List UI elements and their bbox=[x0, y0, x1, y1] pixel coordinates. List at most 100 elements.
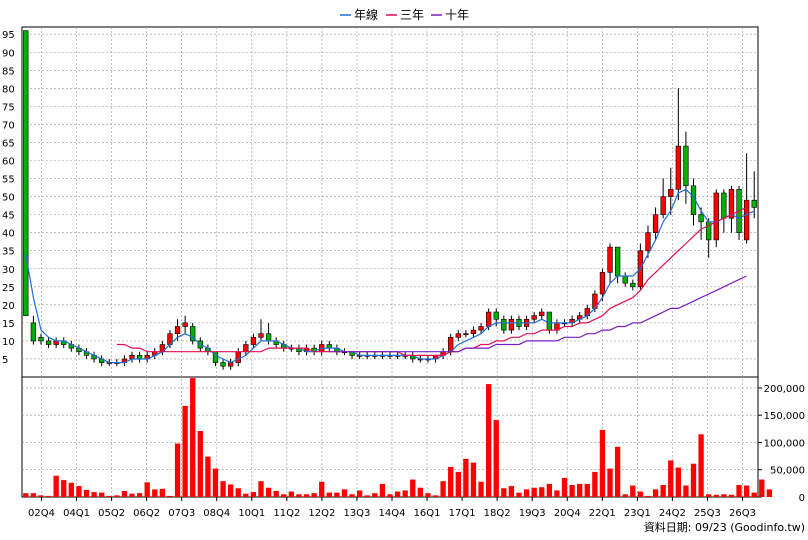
candle-body bbox=[258, 333, 264, 338]
candle-down bbox=[683, 131, 689, 204]
candle-down bbox=[45, 337, 52, 349]
price-tick-label: 35 bbox=[2, 247, 15, 258]
volume-bar bbox=[228, 484, 234, 497]
volume-bar bbox=[106, 495, 112, 497]
volume-bar bbox=[592, 471, 598, 497]
candle-down bbox=[61, 337, 67, 349]
volume-bar bbox=[607, 468, 613, 497]
candle-body bbox=[622, 275, 628, 284]
volume-bar bbox=[432, 495, 439, 497]
volume-bar bbox=[463, 458, 469, 497]
volume-axis: 0 50,000 100,000 150,000 200,000 bbox=[758, 384, 805, 504]
x-tick-label: 17Q1 bbox=[449, 508, 476, 519]
volume-bar bbox=[546, 483, 552, 497]
candle-up bbox=[554, 319, 560, 334]
candle-body bbox=[630, 282, 636, 288]
volume-bar bbox=[235, 488, 241, 497]
volume-bar bbox=[319, 481, 325, 497]
volume-bars bbox=[23, 378, 773, 497]
price-tick-label: 70 bbox=[2, 120, 15, 131]
volume-bar bbox=[766, 489, 773, 497]
x-tick-label: 23Q1 bbox=[624, 508, 651, 519]
volume-bar bbox=[470, 462, 477, 497]
candle-body bbox=[45, 340, 52, 345]
price-tick-label: 40 bbox=[2, 229, 15, 240]
volume-bar bbox=[159, 488, 166, 497]
candle-up bbox=[713, 189, 719, 248]
candle-down bbox=[326, 340, 332, 352]
candle-body bbox=[220, 362, 226, 367]
x-tick-label: 06Q2 bbox=[133, 508, 160, 519]
volume-tick-label: 100,000 bbox=[764, 438, 805, 449]
x-tick-label: 05Q2 bbox=[98, 508, 125, 519]
candle-body bbox=[713, 192, 719, 241]
volume-bar bbox=[698, 434, 704, 497]
volume-bar bbox=[478, 481, 484, 497]
candle-down bbox=[136, 351, 143, 363]
candle-down bbox=[751, 171, 757, 219]
x-tick-label: 12Q2 bbox=[308, 508, 335, 519]
volume-bar bbox=[577, 483, 583, 497]
price-axis: 5 10 15 20 25 30 35 40 45 50 55 60 65 70 75 80 85 90 95 bbox=[2, 30, 15, 366]
volume-bar bbox=[83, 489, 90, 497]
x-tick-label: 22Q1 bbox=[589, 508, 616, 519]
candle-body bbox=[660, 196, 666, 215]
candle-body bbox=[599, 272, 606, 295]
price-tick-label: 10 bbox=[2, 337, 15, 348]
volume-bar bbox=[326, 492, 332, 497]
volume-tick-label: 50,000 bbox=[770, 466, 805, 477]
price-tick-label: 85 bbox=[2, 66, 15, 77]
candle-up bbox=[250, 333, 257, 349]
volume-bar bbox=[660, 485, 666, 497]
volume-bar bbox=[417, 487, 424, 497]
volume-bar bbox=[281, 494, 287, 497]
candle-down bbox=[23, 30, 29, 316]
price-tick-label: 95 bbox=[2, 30, 15, 41]
volume-bar bbox=[652, 489, 659, 497]
candle-body bbox=[721, 192, 727, 219]
volume-bar bbox=[114, 495, 120, 497]
candle-body bbox=[493, 311, 499, 320]
candle-down bbox=[296, 344, 302, 356]
candle-up bbox=[652, 207, 659, 240]
candle-down bbox=[68, 340, 74, 352]
volume-bar bbox=[584, 483, 590, 497]
candle-body bbox=[607, 246, 613, 273]
candle-up bbox=[569, 315, 575, 327]
volume-bar bbox=[45, 495, 52, 497]
candle-down bbox=[690, 178, 697, 226]
volume-bar bbox=[523, 489, 530, 497]
volume-bar bbox=[144, 482, 150, 497]
volume-bar bbox=[349, 494, 355, 497]
candle-body bbox=[508, 318, 515, 331]
volume-bar bbox=[311, 493, 317, 497]
volume-bar bbox=[220, 481, 226, 497]
candle-down bbox=[30, 315, 37, 345]
candle-up bbox=[508, 315, 515, 334]
candle-body bbox=[683, 145, 689, 187]
x-tick-label: 19Q3 bbox=[519, 508, 546, 519]
candle-up bbox=[258, 319, 264, 341]
candle-down bbox=[273, 337, 279, 349]
candle-down bbox=[622, 272, 628, 287]
candle-down bbox=[721, 189, 727, 233]
candle-body bbox=[182, 322, 188, 327]
volume-bar bbox=[30, 493, 37, 497]
volume-bar bbox=[190, 378, 196, 497]
candle-down bbox=[630, 279, 636, 291]
volume-bar bbox=[485, 384, 492, 497]
volume-bar bbox=[372, 493, 378, 497]
candle-body bbox=[23, 30, 29, 316]
candle-down bbox=[83, 348, 90, 359]
candle-body bbox=[698, 214, 704, 223]
candle-body bbox=[30, 322, 37, 342]
candle-up bbox=[531, 312, 537, 323]
volume-bar bbox=[38, 495, 44, 497]
candle-body bbox=[751, 199, 757, 208]
volume-bar bbox=[493, 420, 499, 497]
volume-bar bbox=[197, 431, 203, 497]
price-tick-label: 60 bbox=[2, 157, 15, 168]
candle-up bbox=[152, 348, 158, 359]
volume-bar bbox=[630, 485, 636, 497]
